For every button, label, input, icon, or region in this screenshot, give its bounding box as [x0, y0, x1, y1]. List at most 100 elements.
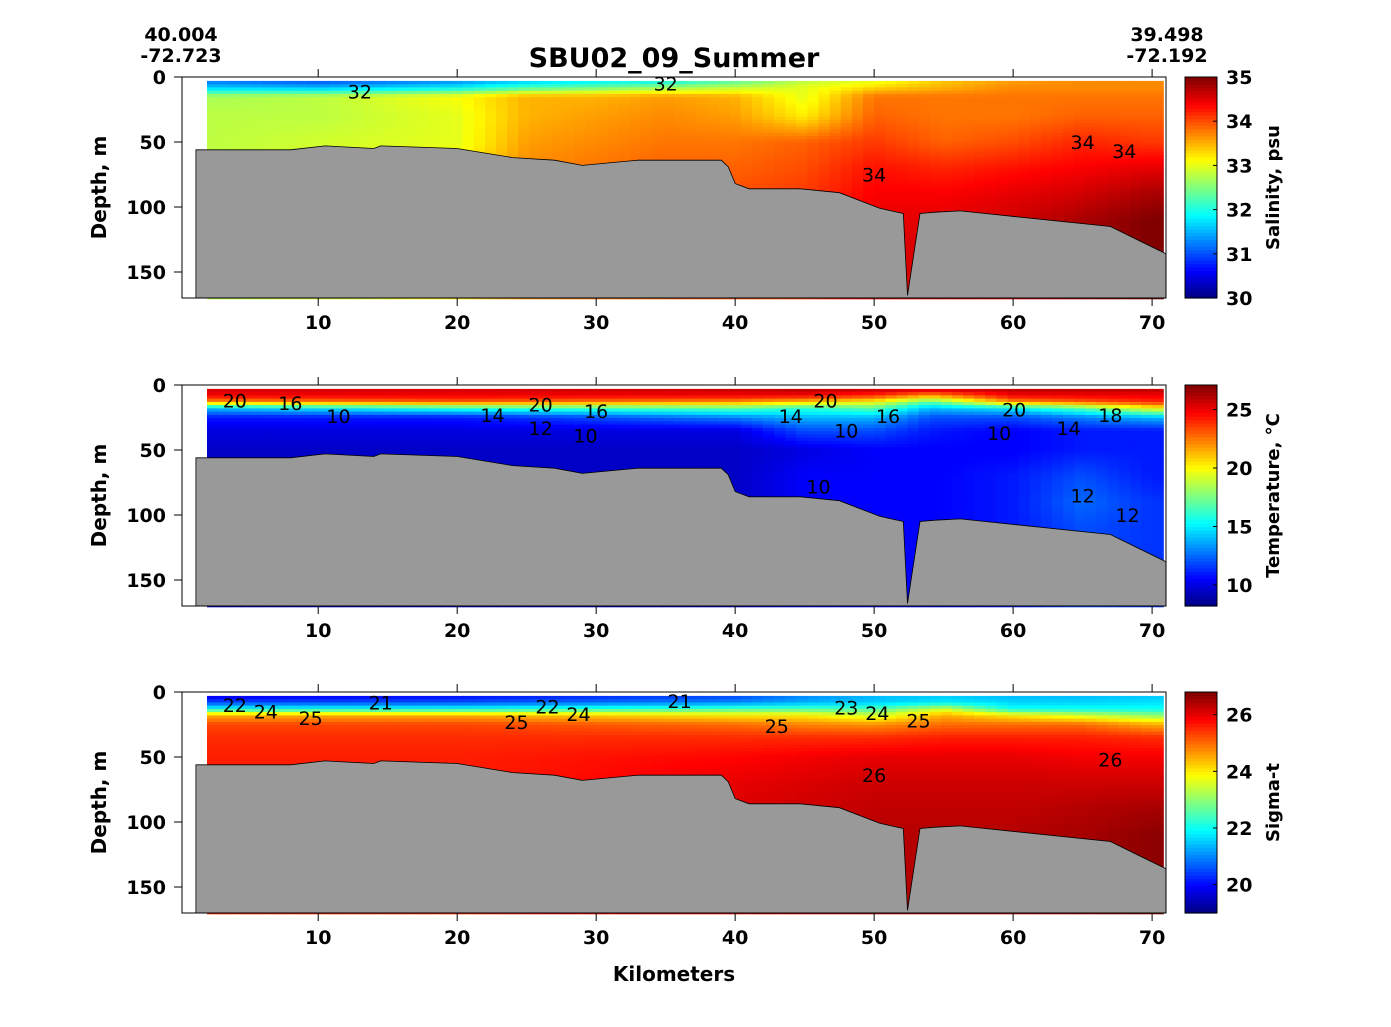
field-cell [562, 142, 575, 147]
field-cell [818, 103, 831, 108]
field-cell [218, 136, 230, 141]
field-cell [229, 110, 241, 115]
field-cell [218, 103, 230, 108]
field-cell [896, 126, 909, 131]
field-cell [996, 139, 1009, 144]
field-cell [874, 113, 886, 118]
field-cell [451, 106, 464, 111]
field-cell [996, 149, 1009, 154]
field-cell [351, 84, 364, 89]
field-cell [796, 165, 808, 170]
field-cell [1029, 106, 1042, 111]
field-cell [662, 84, 675, 89]
field-cell [273, 110, 286, 115]
field-cell [240, 90, 253, 95]
field-cell [1029, 103, 1042, 108]
field-cell [318, 123, 330, 128]
field-cell [473, 97, 486, 102]
field-cell [340, 142, 353, 147]
field-cell [462, 136, 475, 141]
field-cell [885, 197, 897, 202]
field-cell [685, 145, 697, 150]
field-cell [751, 126, 764, 131]
field-cell [762, 165, 775, 170]
field-cell [929, 149, 942, 154]
field-cell [629, 123, 642, 128]
field-cell [629, 103, 642, 108]
field-cell [796, 126, 808, 131]
field-cell [696, 97, 708, 102]
field-cell [863, 178, 875, 183]
field-cell [540, 90, 553, 95]
field-cell [529, 123, 542, 128]
field-cell [840, 188, 853, 193]
field-cell [407, 136, 419, 141]
field-cell [885, 165, 897, 170]
field-cell [807, 175, 820, 180]
field-cell [551, 93, 564, 98]
field-cell [596, 123, 608, 128]
field-cell [829, 158, 842, 163]
field-cell [952, 123, 964, 128]
field-cell [429, 110, 442, 115]
field-cell [229, 106, 241, 111]
field-cell [629, 139, 642, 144]
field-cell [963, 158, 975, 163]
field-cell [273, 84, 286, 89]
field-cell [629, 113, 642, 118]
field-cell [974, 142, 986, 147]
field-cell [985, 181, 997, 186]
field-cell [329, 110, 341, 115]
field-cell [974, 178, 986, 183]
field-cell [707, 129, 720, 134]
field-cell [507, 113, 519, 118]
field-cell [585, 158, 597, 163]
field-cell [396, 87, 408, 92]
field-cell [573, 139, 586, 144]
field-cell [529, 113, 542, 118]
field-cell [907, 188, 920, 193]
field-cell [863, 113, 875, 118]
field-cell [1007, 181, 1020, 186]
field-cell [218, 87, 230, 92]
field-cell [796, 168, 808, 173]
field-cell [273, 90, 286, 95]
field-cell [718, 106, 731, 111]
field-cell [262, 80, 275, 85]
field-cell [696, 103, 708, 108]
field-cell [885, 139, 897, 144]
field-cell [774, 103, 786, 108]
field-cell [262, 142, 275, 147]
field-cell [485, 100, 497, 105]
field-cell [974, 103, 986, 108]
field-cell [696, 116, 708, 121]
field-cell [840, 87, 853, 92]
field-cell [785, 119, 797, 124]
field-cell [963, 87, 975, 92]
field-cell [785, 90, 797, 95]
field-cell [596, 113, 608, 118]
field-cell [507, 123, 519, 128]
field-cell [607, 155, 619, 160]
field-cell [607, 136, 619, 141]
field-cell [473, 110, 486, 115]
field-cell [1018, 207, 1031, 212]
field-cell [840, 106, 853, 111]
field-cell [596, 136, 608, 141]
field-cell [707, 119, 720, 124]
field-cell [296, 84, 308, 89]
field-cell [607, 142, 619, 147]
field-cell [774, 181, 786, 186]
field-cell [418, 142, 430, 147]
field-cell [307, 103, 319, 108]
field-cell [874, 97, 886, 102]
field-cell [496, 106, 508, 111]
field-cell [829, 97, 842, 102]
field-cell [396, 116, 408, 121]
field-cell [874, 132, 886, 137]
field-cell [729, 116, 742, 121]
field-cell [1007, 168, 1020, 173]
field-cell [863, 142, 875, 147]
field-cell [774, 123, 786, 128]
field-cell [207, 113, 219, 118]
